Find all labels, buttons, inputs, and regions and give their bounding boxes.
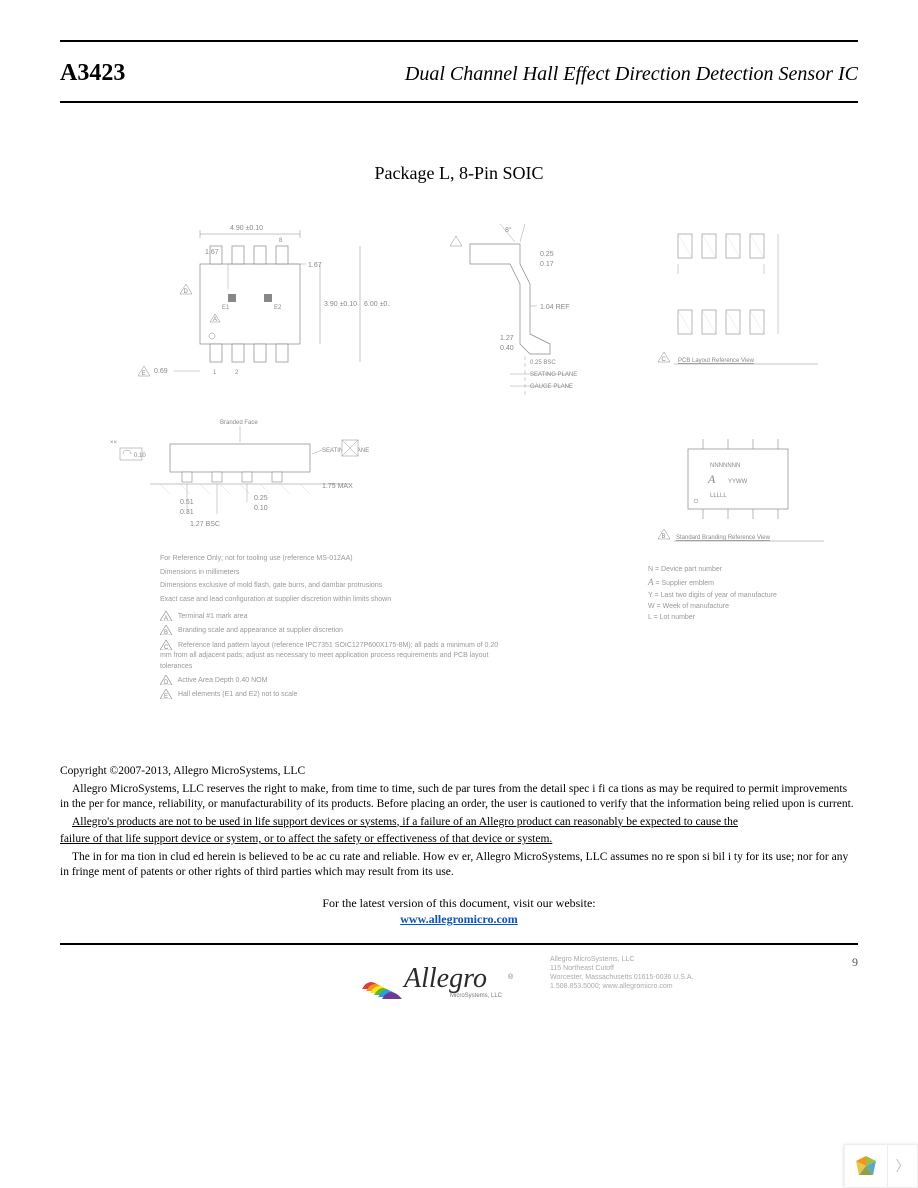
document-title: Dual Channel Hall Effect Direction Detec… — [405, 63, 858, 86]
svg-text:C: C — [662, 357, 667, 363]
part-number: A3423 — [60, 60, 125, 87]
svg-text:1.67: 1.67 — [205, 249, 219, 256]
svg-text:3.90 ±0.10: 3.90 ±0.10 — [324, 301, 357, 308]
svg-text:0.17: 0.17 — [540, 261, 554, 268]
svg-text:B: B — [164, 630, 168, 635]
svg-text:8°: 8° — [505, 226, 512, 234]
page-footer: Allegro MicroSystems, LLC ® Allegro Micr… — [60, 955, 858, 1003]
corner-logo-icon[interactable] — [844, 1144, 888, 1188]
svg-text:Standard Branding Reference Vi: Standard Branding Reference View — [676, 535, 771, 541]
top-rule — [60, 40, 858, 42]
svg-text:1.75 MAX: 1.75 MAX — [322, 483, 353, 490]
chevron-right-icon: 〉 — [896, 1156, 910, 1176]
svg-text:1.27: 1.27 — [500, 335, 514, 342]
svg-text:E2: E2 — [274, 305, 282, 311]
svg-text:B: B — [662, 534, 666, 540]
svg-text:4.90 ±0.10: 4.90 ±0.10 — [230, 225, 263, 232]
svg-text:0.25: 0.25 — [254, 495, 268, 502]
corner-nav-widget: 〉 — [844, 1144, 918, 1188]
svg-text:E1: E1 — [222, 305, 230, 311]
svg-text:D: D — [164, 680, 169, 685]
note-e: Hall elements (E1 and E2) not to scale — [178, 691, 297, 698]
legal-p2a: Allegro's products are not to be used in… — [60, 815, 858, 831]
note-a: Terminal #1 mark area — [178, 613, 248, 620]
package-title: Package L, 8-Pin SOIC — [60, 163, 858, 184]
svg-text:NNNNNNN: NNNNNNN — [710, 463, 740, 469]
svg-text:6.00 ±0.20: 6.00 ±0.20 — [364, 301, 390, 308]
svg-text:C: C — [164, 645, 169, 650]
svg-text:××: ×× — [110, 440, 118, 446]
svg-text:E: E — [164, 694, 168, 699]
svg-text:®: ® — [508, 973, 514, 981]
company-address: Allegro MicroSystems, LLC 115 Northeast … — [550, 955, 693, 991]
page-number: 9 — [852, 955, 858, 970]
svg-text:A: A — [707, 472, 716, 486]
lead-side-detail: 8° 0.25 0.17 1.04 REF 1.27 0.40 0.25 BSC… — [430, 214, 590, 404]
svg-text:0.25: 0.25 — [540, 251, 554, 258]
svg-text:8: 8 — [279, 238, 283, 244]
branding-legend: N = Device part number A = Supplier embl… — [648, 564, 828, 623]
legal-p3: The in for ma tion in clud ed herein is … — [60, 850, 858, 881]
svg-text:LLLLL: LLLLL — [710, 493, 727, 499]
svg-text:PCB Layout Reference View: PCB Layout Reference View — [678, 358, 755, 364]
note-b: Branding scale and appearance at supplie… — [178, 627, 343, 634]
top-view-diagram: A E1 E2 1 2 8 4.90 ±0.10 1.67 1.67 3.90 … — [130, 214, 390, 394]
svg-text:0.31: 0.31 — [180, 509, 194, 516]
pcb-layout-view: C PCB Layout Reference View — [648, 224, 828, 384]
svg-text:1.04 REF: 1.04 REF — [540, 304, 570, 311]
svg-text:A: A — [164, 616, 168, 621]
svg-text:Branded Face: Branded Face — [220, 420, 258, 426]
note-d: Active Area Depth 0.40 NOM — [178, 677, 268, 684]
package-diagram-area: A E1 E2 1 2 8 4.90 ±0.10 1.67 1.67 3.90 … — [130, 214, 828, 734]
svg-text:2: 2 — [235, 370, 239, 376]
header-row: A3423 Dual Channel Hall Effect Direction… — [60, 60, 858, 87]
bottom-rule — [60, 943, 858, 945]
svg-text:0.10: 0.10 — [254, 505, 268, 512]
svg-text:YYWW: YYWW — [728, 479, 748, 485]
legal-block: Copyright ©2007-2013, Allegro MicroSyste… — [60, 764, 858, 927]
svg-text:Allegro: Allegro — [402, 963, 487, 994]
svg-text:A: A — [213, 317, 217, 323]
svg-text:1: 1 — [213, 370, 217, 376]
website-link[interactable]: www.allegromicro.com — [400, 912, 518, 926]
branding-reference-view: NNNNNNN A YYWW LLLLL B Standard Branding… — [648, 429, 828, 549]
note-c: Reference land pattern layout (reference… — [160, 642, 498, 670]
svg-text:SEATING PLANE: SEATING PLANE — [530, 372, 577, 378]
svg-text:0.25 BSC: 0.25 BSC — [530, 360, 556, 366]
svg-text:0.10: 0.10 — [134, 453, 146, 459]
svg-text:0.69: 0.69 — [154, 368, 168, 375]
legal-p2b: failure of that life support device or s… — [60, 832, 858, 848]
svg-text:1.27 BSC: 1.27 BSC — [190, 521, 220, 528]
legal-p1: Allegro MicroSystems, LLC reserves the r… — [60, 782, 858, 813]
svg-text:E: E — [142, 371, 146, 377]
allegro-logo: Allegro MicroSystems, LLC ® — [360, 955, 530, 1003]
copyright-line: Copyright ©2007-2013, Allegro MicroSyste… — [60, 764, 858, 780]
svg-text:MicroSystems, LLC: MicroSystems, LLC — [450, 993, 503, 999]
website-intro: For the latest version of this document,… — [60, 895, 858, 911]
svg-text:GAUGE PLANE: GAUGE PLANE — [530, 384, 573, 390]
corner-next-button[interactable]: 〉 — [888, 1144, 918, 1188]
svg-text:1.67: 1.67 — [308, 262, 322, 269]
svg-text:0.51: 0.51 — [180, 499, 194, 506]
svg-text:0.40: 0.40 — [500, 345, 514, 352]
side-profile-diagram: Branded Face SEATING PLANE 1.75 MAX 0.10… — [90, 414, 390, 534]
svg-text:D: D — [184, 289, 189, 295]
package-notes: For Reference Only; not for tooling use … — [160, 554, 500, 704]
header-rule — [60, 101, 858, 103]
